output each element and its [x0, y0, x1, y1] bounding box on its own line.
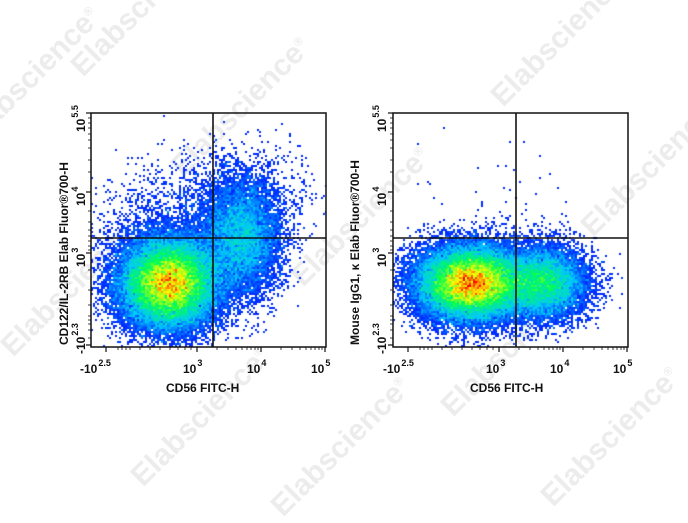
x-tick-label: 105: [613, 358, 633, 376]
axes-1: [86, 112, 327, 352]
x-tick-label: 103: [183, 358, 203, 376]
y-tick-label: 105.5: [371, 105, 389, 132]
x-axis-label-1: CD56 FITC-H: [166, 381, 240, 395]
x-tick-label: 104: [550, 358, 570, 376]
x-tick-label: 105: [311, 358, 331, 376]
y-axis-label-2: Mouse IgG1, κ Elab Fluor®700-H: [348, 160, 362, 345]
y-tick-label: 103: [371, 247, 389, 267]
density-scatter-2: [393, 113, 628, 347]
x-tick-label: 103: [486, 358, 506, 376]
x-tick-label: -102.5: [383, 358, 414, 376]
y-tick-label: -102.3: [371, 323, 389, 354]
axes-2: [388, 112, 629, 352]
x-axis-label-2: CD56 FITC-H: [470, 381, 544, 395]
x-tick-label: -102.5: [80, 358, 111, 376]
density-scatter-1: [91, 113, 326, 347]
x-tick-label: 104: [247, 358, 267, 376]
y-tick-label: 104: [371, 186, 389, 206]
